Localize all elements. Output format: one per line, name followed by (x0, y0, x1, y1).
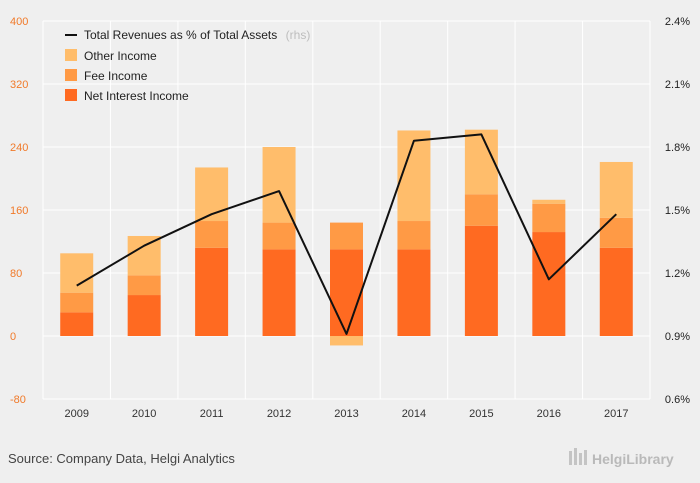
brand-logo: HelgiLibrary (569, 448, 674, 467)
bar-net-interest-income-2017 (599, 247, 633, 336)
bar-fee-income-2017 (599, 217, 633, 248)
bar-fee-income-2010 (127, 275, 161, 296)
bar-net-interest-income-2014 (397, 249, 431, 336)
line-series-total-revenues (76, 133, 617, 335)
legend: Total Revenues as % of Total Assets (rhs… (65, 26, 310, 103)
legend-label-other-income: Other Income (84, 49, 157, 63)
left-axis: -80 0 80 160 240 320 400 (10, 16, 28, 406)
legend-line-label: Total Revenues as % of Total Assets (rhs… (84, 26, 310, 43)
bar-net-interest-income-2011 (195, 247, 229, 336)
x-axis-tick: 2016 (537, 408, 561, 420)
x-axis-tick: 2017 (604, 408, 628, 420)
x-axis-tick: 2015 (469, 408, 493, 420)
right-axis-tick: 2.1% (665, 79, 690, 91)
source-note: Source: Company Data, Helgi Analytics (8, 451, 235, 466)
x-axis-tick: 2009 (64, 408, 88, 420)
x-axis-tick: 2011 (200, 408, 224, 420)
x-axis-tick: 2010 (132, 408, 156, 420)
bar-other-income-2010 (127, 235, 161, 276)
legend-label-net-interest-income: Net Interest Income (84, 89, 189, 103)
right-axis-tick: 0.9% (665, 331, 690, 343)
bar-net-interest-income-2015 (464, 225, 498, 336)
brand-name: HelgiLibrary (592, 451, 674, 467)
bar-fee-income-2013 (330, 222, 363, 250)
legend-label-fee-income: Fee Income (84, 69, 148, 83)
bar-other-income-2016 (532, 199, 566, 204)
left-axis-tick: 240 (10, 142, 28, 154)
bar-other-income-2012 (262, 147, 296, 223)
bar-net-interest-income-2009 (60, 312, 94, 336)
left-axis-tick: 160 (10, 205, 28, 217)
bar-fee-income-2012 (262, 222, 296, 250)
legend-swatch-net-interest-income (65, 89, 77, 101)
x-axis-tick: 2014 (402, 408, 426, 420)
left-axis-tick: 0 (10, 331, 16, 343)
legend-line-name: Total Revenues as % of Total Assets (84, 28, 277, 42)
bar-fee-income-2015 (464, 194, 498, 226)
bar-net-interest-income-2013 (330, 249, 363, 336)
left-axis-tick: 320 (10, 79, 28, 91)
left-axis-tick: 80 (10, 268, 22, 280)
revenue-ratio-line (76, 133, 617, 335)
bar-other-income-2017 (599, 161, 633, 218)
left-axis-tick: -80 (10, 394, 26, 406)
bars (60, 129, 633, 346)
bar-other-income-2013 (330, 336, 363, 346)
bar-net-interest-income-2010 (127, 295, 161, 336)
right-axis-tick: 1.5% (665, 205, 690, 217)
right-axis: 0.6% 0.9% 1.2% 1.5% 1.8% 2.1% 2.4% (665, 16, 690, 406)
x-axis-tick: 2013 (334, 408, 358, 420)
right-axis-tick: 0.6% (665, 394, 690, 406)
left-axis-tick: 400 (10, 16, 28, 28)
bar-other-income-2009 (60, 253, 94, 293)
bar-other-income-2015 (464, 129, 498, 195)
bar-fee-income-2011 (195, 221, 229, 248)
legend-swatch-fee-income (65, 69, 77, 81)
legend-line-note: (rhs) (286, 28, 311, 42)
bar-other-income-2014 (397, 130, 431, 222)
library-icon (569, 448, 587, 465)
right-axis-tick: 1.8% (665, 142, 690, 154)
legend-swatch-other-income (65, 49, 77, 61)
bar-fee-income-2009 (60, 292, 94, 313)
grid (42, 20, 651, 400)
bar-fee-income-2014 (397, 221, 431, 250)
right-axis-tick: 1.2% (665, 268, 690, 280)
bar-other-income-2011 (195, 167, 229, 222)
right-axis-tick: 2.4% (665, 16, 690, 28)
bar-net-interest-income-2016 (532, 232, 566, 336)
x-axis-tick: 2012 (267, 408, 291, 420)
bar-net-interest-income-2012 (262, 249, 296, 336)
x-axis: 2009 2010 2011 2012 2013 2014 2015 2016 2017 (64, 408, 628, 420)
bar-fee-income-2016 (532, 203, 566, 233)
